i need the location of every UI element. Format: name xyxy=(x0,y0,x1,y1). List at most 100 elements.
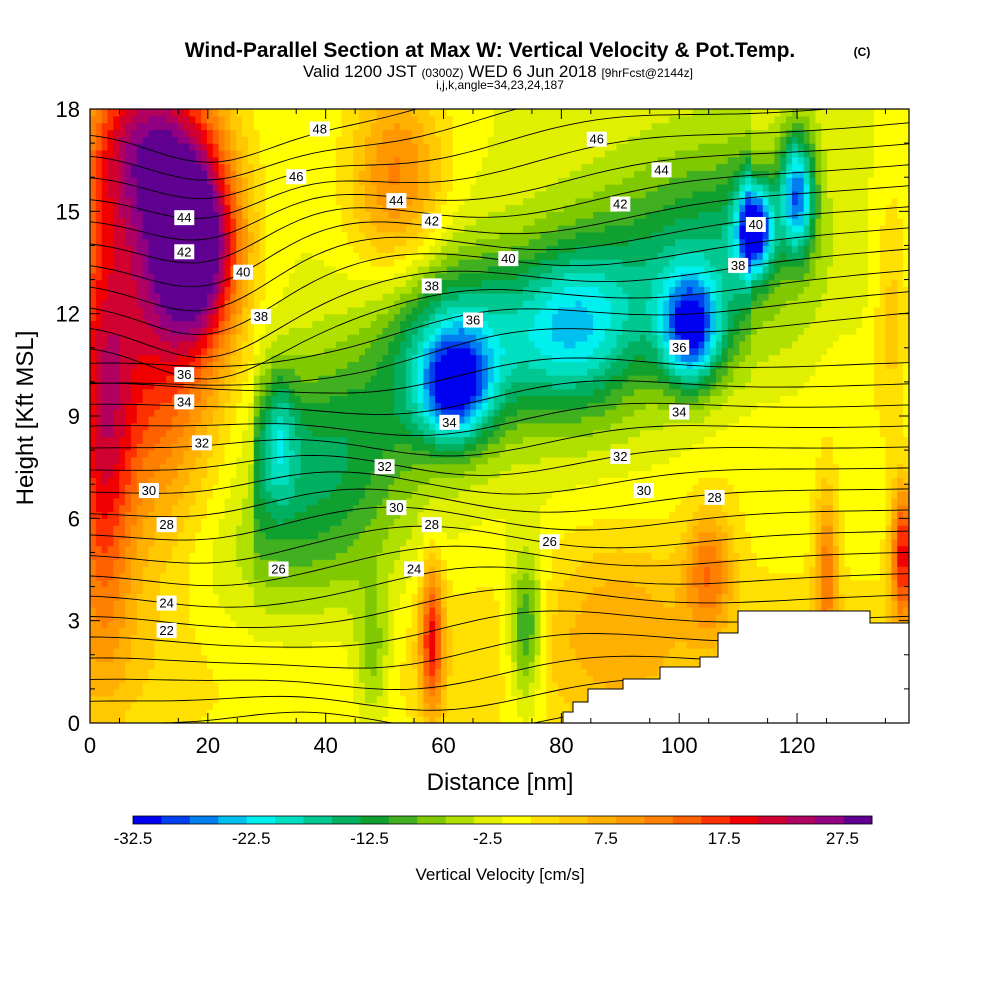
velocity-cell xyxy=(265,627,272,635)
velocity-cell xyxy=(283,497,290,506)
velocity-cell xyxy=(125,388,132,397)
velocity-cell xyxy=(288,429,296,438)
velocity-cell xyxy=(171,566,179,574)
velocity-cell xyxy=(265,340,272,349)
velocity-cell xyxy=(177,518,185,526)
velocity-cell xyxy=(201,204,208,212)
velocity-cell xyxy=(359,184,366,192)
velocity-cell xyxy=(218,600,226,608)
velocity-cell xyxy=(148,654,155,663)
velocity-cell xyxy=(283,149,290,158)
velocity-cell xyxy=(95,484,103,492)
velocity-cell xyxy=(400,224,407,233)
velocity-cell xyxy=(253,334,261,342)
velocity-cell xyxy=(335,538,343,547)
velocity-cell xyxy=(265,613,272,622)
velocity-cell xyxy=(335,238,343,247)
velocity-cell xyxy=(400,627,407,635)
velocity-cell xyxy=(324,477,331,485)
velocity-cell xyxy=(201,456,208,465)
velocity-cell xyxy=(189,340,196,349)
velocity-cell xyxy=(300,456,308,465)
velocity-cell xyxy=(119,491,126,499)
velocity-cell xyxy=(405,456,413,465)
velocity-cell xyxy=(271,163,278,171)
velocity-cell xyxy=(130,177,138,185)
velocity-cell xyxy=(177,647,185,656)
velocity-cell xyxy=(347,409,354,417)
velocity-cell xyxy=(177,682,185,690)
velocity-cell xyxy=(271,641,278,649)
velocity-cell xyxy=(177,334,185,342)
velocity-cell xyxy=(335,627,343,635)
velocity-cell xyxy=(253,641,261,649)
velocity-cell xyxy=(212,245,220,253)
velocity-cell xyxy=(277,416,284,424)
velocity-cell xyxy=(247,491,255,499)
velocity-cell xyxy=(119,422,126,431)
velocity-cell xyxy=(224,395,231,403)
velocity-cell xyxy=(394,375,401,383)
velocity-cell xyxy=(154,716,161,723)
velocity-cell xyxy=(95,477,103,485)
velocity-cell xyxy=(306,613,313,622)
velocity-cell xyxy=(148,613,155,622)
velocity-cell xyxy=(201,716,208,723)
velocity-cell xyxy=(183,224,191,233)
velocity-cell xyxy=(283,477,290,485)
velocity-cell xyxy=(271,109,278,117)
velocity-cell xyxy=(212,129,220,137)
velocity-cell xyxy=(253,443,261,451)
velocity-cell xyxy=(341,647,348,656)
velocity-cell xyxy=(242,136,249,144)
velocity-cell xyxy=(148,559,155,567)
velocity-cell xyxy=(95,497,103,506)
velocity-cell xyxy=(376,477,384,485)
velocity-cell xyxy=(166,504,173,513)
velocity-cell xyxy=(224,627,231,635)
velocity-cell xyxy=(405,593,413,601)
velocity-cell xyxy=(160,218,167,226)
velocity-cell xyxy=(353,559,360,567)
velocity-cell xyxy=(224,525,231,533)
velocity-cell xyxy=(288,504,296,513)
velocity-cell xyxy=(400,647,407,656)
velocity-cell xyxy=(177,204,185,212)
velocity-cell xyxy=(300,109,308,117)
velocity-cell xyxy=(183,709,191,717)
velocity-cell xyxy=(90,163,97,171)
velocity-cell xyxy=(230,463,237,472)
velocity-cell xyxy=(160,688,167,697)
velocity-cell xyxy=(224,361,231,369)
velocity-cell xyxy=(394,300,401,308)
velocity-cell xyxy=(324,470,331,478)
velocity-cell xyxy=(294,381,302,390)
velocity-cell xyxy=(189,320,196,328)
velocity-cell xyxy=(212,340,220,349)
velocity-cell xyxy=(400,129,407,137)
velocity-cell xyxy=(218,149,226,158)
velocity-cell xyxy=(359,245,366,253)
velocity-cell xyxy=(90,559,97,567)
velocity-cell xyxy=(154,456,161,465)
velocity-cell xyxy=(271,259,278,267)
velocity-cell xyxy=(335,388,343,397)
velocity-cell xyxy=(329,627,337,635)
velocity-cell xyxy=(136,552,144,560)
velocity-cell xyxy=(113,163,120,171)
velocity-cell xyxy=(218,361,226,369)
velocity-cell xyxy=(207,661,214,670)
velocity-cell xyxy=(277,586,284,594)
velocity-cell xyxy=(171,300,179,308)
velocity-cell xyxy=(195,538,202,547)
velocity-cell xyxy=(166,375,173,383)
velocity-cell xyxy=(236,313,243,322)
velocity-cell xyxy=(166,661,173,670)
velocity-cell xyxy=(113,593,120,601)
velocity-cell xyxy=(353,511,360,519)
velocity-cell xyxy=(90,566,97,574)
velocity-cell xyxy=(329,661,337,670)
velocity-cell xyxy=(335,149,343,158)
velocity-cell xyxy=(125,381,132,390)
velocity-cell xyxy=(95,368,103,376)
